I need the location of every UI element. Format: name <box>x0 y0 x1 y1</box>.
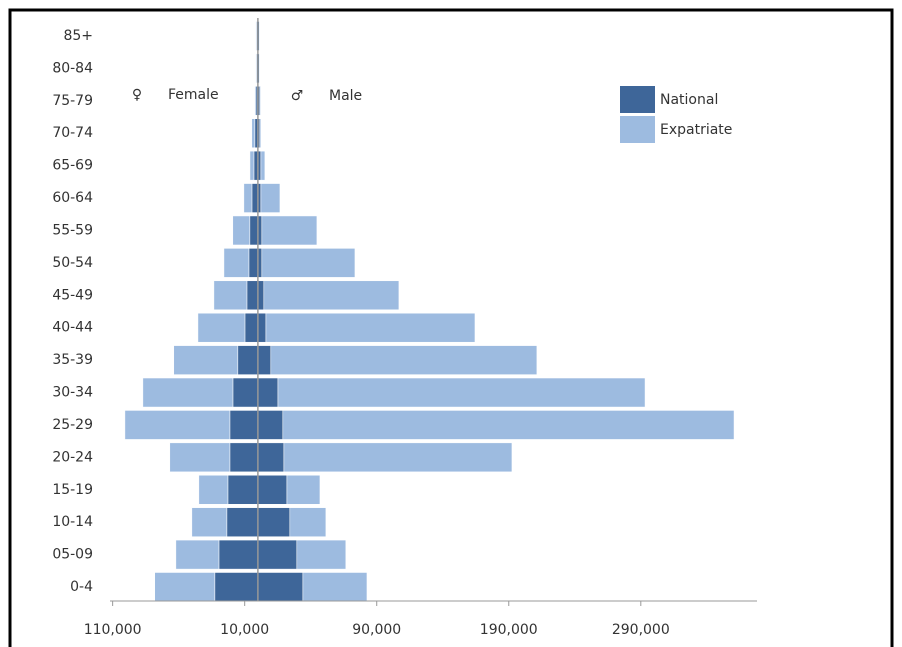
bar <box>237 345 259 375</box>
bar <box>142 377 234 408</box>
female-label: Female <box>168 87 219 103</box>
bar <box>226 507 259 537</box>
y-tick-label: 60-64 <box>52 190 93 206</box>
legend-label: National <box>660 92 718 108</box>
bar <box>270 345 538 375</box>
bar <box>260 183 281 213</box>
y-tick-label: 15-19 <box>52 482 93 498</box>
bar <box>229 442 259 473</box>
y-tick-label: 80-84 <box>52 60 93 76</box>
male-label: Male <box>329 88 362 104</box>
bar <box>254 86 257 116</box>
bar <box>260 150 266 181</box>
y-tick-label: 50-54 <box>52 255 93 271</box>
bar <box>261 248 356 278</box>
bar <box>257 572 304 602</box>
bar <box>198 475 229 505</box>
y-tick-label: 70-74 <box>52 125 93 141</box>
y-tick-label: 0-4 <box>70 579 93 595</box>
bar <box>169 442 231 473</box>
x-tick-label: 10,000 <box>220 622 269 638</box>
bar <box>259 118 262 148</box>
bar <box>251 183 259 213</box>
frame <box>8 8 894 647</box>
bar <box>257 475 288 505</box>
bar <box>257 507 291 537</box>
y-tick-label: 75-79 <box>52 93 93 109</box>
bar <box>257 442 285 473</box>
bar <box>263 280 400 311</box>
bar <box>257 312 267 343</box>
bar <box>213 280 248 311</box>
y-tick-label: 25-29 <box>52 417 93 433</box>
bar <box>175 539 220 570</box>
bar <box>249 150 255 181</box>
bar <box>229 410 259 440</box>
bar <box>282 410 735 440</box>
bar <box>197 312 246 343</box>
legend-swatch <box>620 86 655 113</box>
bar <box>277 377 646 408</box>
y-tick-label: 05-09 <box>52 547 93 563</box>
bar <box>232 215 251 246</box>
bar <box>255 53 257 84</box>
bar <box>214 572 259 602</box>
y-tick-label: 45-49 <box>52 287 93 303</box>
legend-label: Expatriate <box>660 122 732 138</box>
y-tick-label: 85+ <box>63 28 93 44</box>
bar <box>296 539 347 570</box>
bar <box>191 507 228 537</box>
bar <box>302 572 368 602</box>
bar <box>218 539 259 570</box>
x-tick-label: 110,000 <box>84 622 142 638</box>
bar <box>265 312 476 343</box>
bar <box>173 345 239 375</box>
bar <box>243 183 253 213</box>
bar <box>257 280 265 311</box>
x-tick-label: 190,000 <box>480 622 538 638</box>
y-tick-label: 65-69 <box>52 158 93 174</box>
bar <box>283 442 513 473</box>
female-symbol: ♀ <box>132 87 142 103</box>
bar <box>255 21 257 51</box>
y-tick-label: 10-14 <box>52 514 93 530</box>
bar <box>249 215 259 246</box>
bar <box>223 248 250 278</box>
y-tick-label: 20-24 <box>52 449 93 465</box>
bar <box>227 475 259 505</box>
bar <box>259 86 261 116</box>
male-symbol: ♂ <box>291 88 304 104</box>
y-tick-label: 55-59 <box>52 222 93 238</box>
x-tick-label: 290,000 <box>612 622 670 638</box>
bar <box>244 312 259 343</box>
bar <box>286 475 321 505</box>
bar <box>246 280 259 311</box>
bar <box>257 377 279 408</box>
bar <box>257 539 298 570</box>
y-tick-label: 35-39 <box>52 352 93 368</box>
bar <box>154 572 216 602</box>
bar <box>261 215 318 246</box>
x-tick-label: 90,000 <box>352 622 401 638</box>
bar <box>258 21 261 51</box>
bar <box>251 118 256 148</box>
y-tick-label: 30-34 <box>52 385 93 401</box>
bar <box>248 248 259 278</box>
y-tick-label: 40-44 <box>52 320 93 336</box>
bar <box>232 377 259 408</box>
bar <box>258 53 261 84</box>
bar <box>257 410 284 440</box>
bar <box>289 507 327 537</box>
bar <box>124 410 231 440</box>
bar <box>257 345 272 375</box>
legend-swatch <box>620 116 655 143</box>
